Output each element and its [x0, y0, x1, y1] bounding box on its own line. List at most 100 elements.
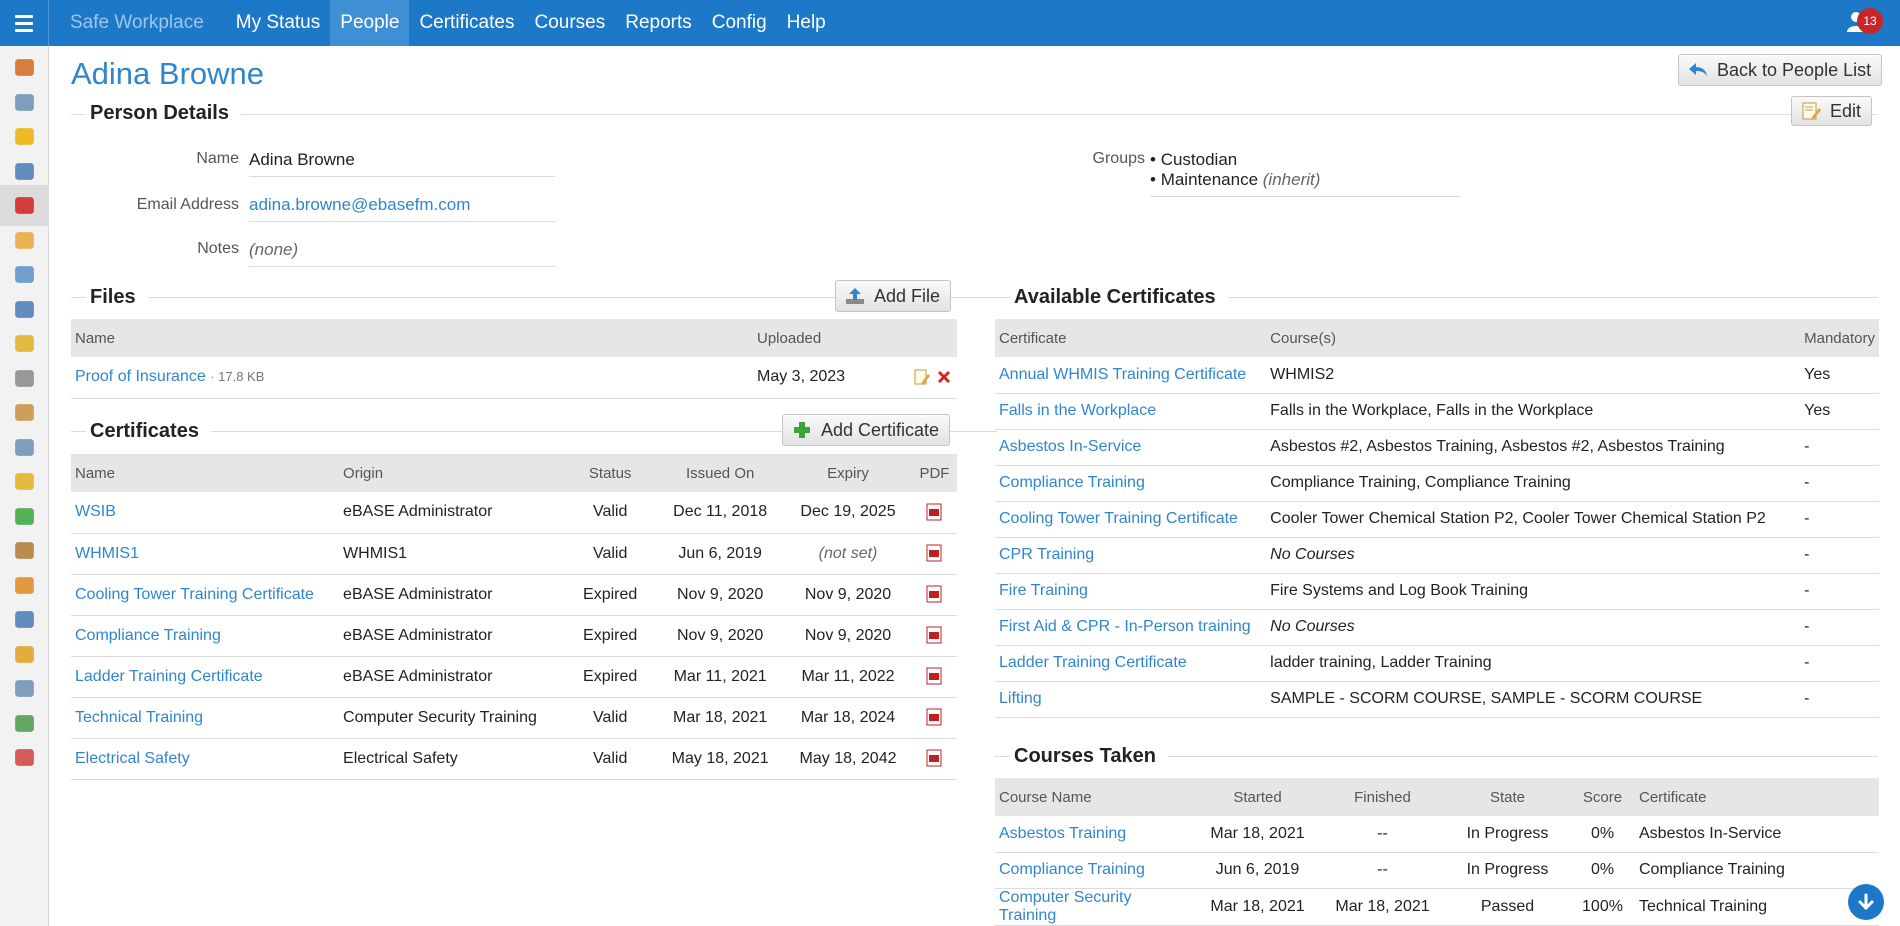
truck-icon[interactable]	[12, 676, 37, 701]
available-certificate-mandatory: -	[1800, 429, 1879, 466]
add-certificate-button[interactable]: Add Certificate	[782, 414, 951, 446]
certificate-link[interactable]: Electrical Safety	[75, 749, 190, 767]
certificate-link[interactable]: Compliance Training	[75, 626, 221, 644]
column-header-state[interactable]: State	[1445, 778, 1570, 816]
email-link[interactable]: adina.browne@ebasefm.com	[249, 195, 555, 222]
edit-button[interactable]: Edit	[1791, 96, 1873, 126]
table-row: WHMIS1 WHMIS1 Valid Jun 6, 2019 (not set)	[71, 533, 957, 575]
nav-my-status[interactable]: My Status	[235, 12, 321, 33]
column-header-uploaded[interactable]: Uploaded	[753, 319, 907, 357]
certificate-link[interactable]: WHMIS1	[75, 544, 139, 562]
certificate-status: Valid	[564, 697, 657, 739]
available-certificate-link[interactable]: Lifting	[999, 690, 1042, 707]
screen-search-icon[interactable]	[12, 297, 37, 322]
course-link[interactable]: Computer Security Training	[999, 888, 1132, 924]
hazard-person-icon[interactable]	[12, 331, 37, 356]
available-certificate-cell: Annual WHMIS Training Certificate	[995, 357, 1267, 394]
group-item: • Custodian	[1150, 150, 1238, 169]
pdf-icon[interactable]	[926, 749, 942, 767]
column-header-status[interactable]: Status	[564, 454, 657, 492]
column-header-finished[interactable]: Finished	[1320, 778, 1445, 816]
course-link[interactable]: Compliance Training	[999, 861, 1145, 878]
key-icon[interactable]	[12, 642, 37, 667]
wrench-icon[interactable]	[12, 366, 37, 391]
nav-help[interactable]: Help	[786, 12, 826, 33]
column-header-expiry[interactable]: Expiry	[784, 454, 912, 492]
column-header-course-name[interactable]: Course Name	[995, 778, 1195, 816]
brand-name[interactable]: Safe Workplace	[70, 12, 204, 33]
certificate-cell: WHMIS1	[71, 533, 340, 575]
menu-icon[interactable]	[0, 0, 49, 46]
pdf-icon[interactable]	[926, 503, 942, 521]
pdf-icon[interactable]	[926, 708, 942, 726]
available-certificate-link[interactable]: Fire Training	[999, 582, 1088, 599]
pdf-icon[interactable]	[926, 667, 942, 685]
file-link[interactable]: Proof of Insurance	[75, 368, 206, 386]
email-label: Email Address	[136, 196, 239, 213]
course-score: 0%	[1570, 852, 1635, 889]
nav-reports[interactable]: Reports	[625, 12, 692, 33]
monitors-icon[interactable]	[12, 159, 37, 184]
home-icon[interactable]	[12, 55, 37, 80]
groups-list: • Custodian • Maintenance (inherit)	[1150, 150, 1460, 197]
nav-certificates[interactable]: Certificates	[419, 12, 515, 33]
certificate-link[interactable]: Technical Training	[75, 708, 204, 726]
vehicle-icon[interactable]	[12, 262, 37, 287]
column-header-score[interactable]: Score	[1570, 778, 1635, 816]
column-header-issued-on[interactable]: Issued On	[656, 454, 785, 492]
column-header-mandatory[interactable]: Mandatory	[1800, 319, 1879, 357]
calendar-icon[interactable]	[12, 745, 37, 770]
available-certificate-link[interactable]: Falls in the Workplace	[999, 402, 1157, 419]
available-certificate-link[interactable]: Compliance Training	[999, 474, 1145, 491]
pdf-icon[interactable]	[926, 626, 942, 644]
column-header-started[interactable]: Started	[1195, 778, 1320, 816]
user-menu[interactable]: 13	[1846, 8, 1886, 38]
edit-file-icon[interactable]	[913, 368, 931, 386]
certificate-link[interactable]: WSIB	[75, 503, 116, 521]
certificate-link[interactable]: Cooling Tower Training Certificate	[75, 585, 314, 603]
course-link[interactable]: Asbestos Training	[999, 824, 1127, 842]
scroll-down-button[interactable]	[1848, 884, 1884, 920]
first-aid-icon[interactable]	[12, 193, 37, 218]
back-to-people-list-button[interactable]: Back to People List	[1678, 54, 1883, 86]
column-header-certificate[interactable]: Certificate	[995, 319, 1267, 357]
certificate-issued-on: Mar 18, 2021	[656, 697, 785, 739]
table-row: CPR Training No Courses -	[995, 537, 1879, 574]
notepad-icon[interactable]	[12, 711, 37, 736]
notebook-icon[interactable]	[12, 538, 37, 563]
hard-hat-icon[interactable]	[12, 124, 37, 149]
certificate-link[interactable]: Ladder Training Certificate	[75, 667, 263, 685]
available-certificate-link[interactable]: CPR Training	[999, 546, 1095, 563]
delete-file-icon[interactable]	[935, 368, 953, 386]
bus-icon[interactable]	[12, 228, 37, 253]
column-header-name[interactable]: Name	[71, 319, 753, 357]
available-certificate-link[interactable]: Cooling Tower Training Certificate	[999, 510, 1238, 527]
nav-people[interactable]: People	[330, 0, 410, 46]
pdf-icon[interactable]	[926, 544, 942, 562]
nav-courses[interactable]: Courses	[534, 12, 606, 33]
available-certificate-link[interactable]: Annual WHMIS Training Certificate	[999, 365, 1247, 383]
puzzle-icon[interactable]	[12, 504, 37, 529]
certificate-issued-on: Mar 11, 2021	[656, 656, 785, 698]
certificate-expiry: Nov 9, 2020	[784, 615, 912, 657]
pdf-icon[interactable]	[926, 585, 942, 603]
add-file-button[interactable]: Add File	[835, 280, 952, 312]
documents-icon[interactable]	[12, 90, 37, 115]
available-certificate-mandatory: -	[1800, 573, 1879, 610]
available-certificate-link[interactable]: Ladder Training Certificate	[999, 654, 1187, 671]
certificate-origin: Electrical Safety	[339, 738, 565, 780]
nav-config[interactable]: Config	[711, 12, 767, 33]
magnify-document-icon[interactable]	[12, 435, 37, 460]
package-icon[interactable]	[12, 573, 37, 598]
alarm-clock-icon[interactable]	[12, 607, 37, 632]
column-header-certificate[interactable]: Certificate	[1635, 778, 1879, 816]
available-certificate-link[interactable]: First Aid & CPR - In-Person training	[999, 618, 1251, 635]
column-header-name[interactable]: Name	[71, 454, 340, 492]
notes-label: Notes	[197, 240, 239, 257]
column-header-courses[interactable]: Course(s)	[1266, 319, 1801, 357]
column-header-actions	[907, 319, 957, 357]
available-certificate-link[interactable]: Asbestos In-Service	[999, 438, 1142, 455]
checklist-icon[interactable]	[12, 400, 37, 425]
column-header-origin[interactable]: Origin	[339, 454, 565, 492]
person-warning-icon[interactable]	[12, 469, 37, 494]
